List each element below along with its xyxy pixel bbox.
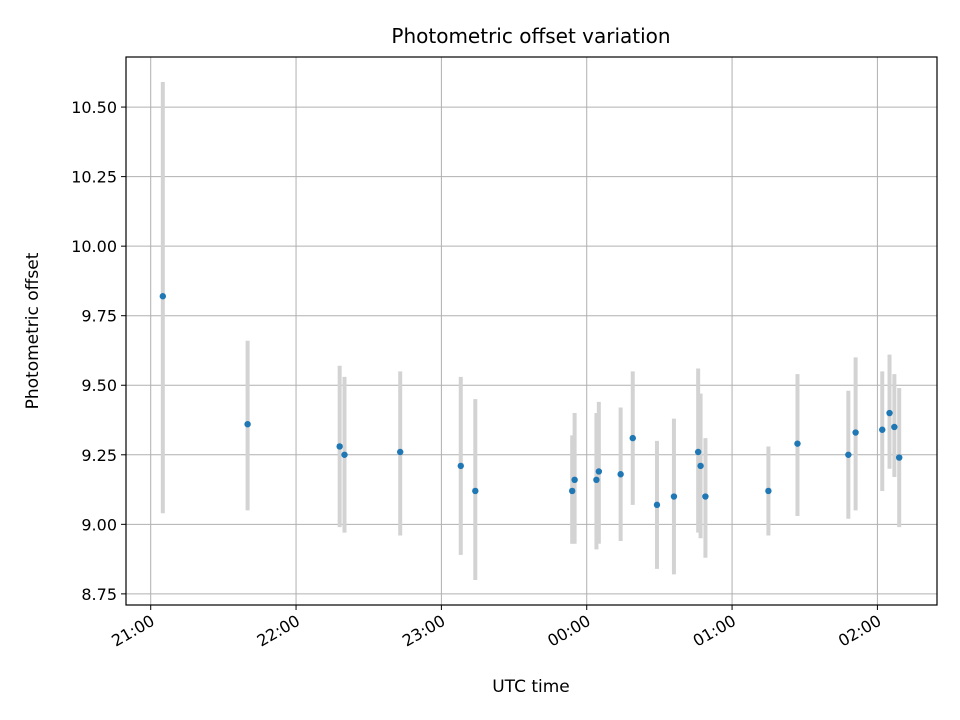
y-tick-label: 9.00 (81, 515, 117, 534)
data-point (852, 429, 859, 436)
data-point (244, 420, 251, 428)
y-tick-label: 10.25 (71, 168, 117, 187)
data-point (794, 440, 801, 447)
grid-lines (126, 57, 937, 605)
data-point (891, 423, 898, 431)
y-tick-label: 9.75 (81, 307, 117, 326)
y-tick-label: 10.00 (71, 237, 117, 256)
data-point (341, 451, 348, 458)
data-point (472, 487, 479, 495)
data-point (397, 448, 404, 456)
data-point (159, 293, 167, 300)
plot-frame (125, 56, 938, 606)
y-tick-label: 9.25 (81, 446, 117, 465)
data-points (159, 293, 903, 509)
data-point (571, 476, 578, 484)
data-point (629, 434, 636, 442)
data-point (697, 462, 704, 470)
data-point (617, 471, 624, 478)
data-point (336, 443, 343, 450)
x-axis-title: UTC time (492, 677, 570, 697)
data-point (595, 468, 603, 475)
y-tick-label: 10.50 (71, 98, 117, 117)
y-axis-title: Photometric offset (23, 252, 43, 409)
data-point (593, 476, 600, 484)
data-point (896, 454, 903, 461)
data-point (702, 493, 709, 500)
y-axis-ticks: 8.75 9.00 9.25 9.50 9.75 10.00 10.25 10.50 (71, 98, 126, 604)
chart-title: Photometric offset variation (391, 24, 670, 48)
y-tick-label: 8.75 (81, 585, 117, 604)
data-point (879, 426, 886, 433)
y-tick-label: 9.50 (81, 376, 117, 395)
data-point (568, 487, 576, 495)
data-point (653, 501, 661, 509)
data-point (765, 487, 772, 495)
data-point (457, 462, 464, 470)
data-point (694, 448, 702, 456)
data-point (670, 493, 678, 500)
data-point (886, 409, 893, 417)
data-point (845, 451, 852, 458)
